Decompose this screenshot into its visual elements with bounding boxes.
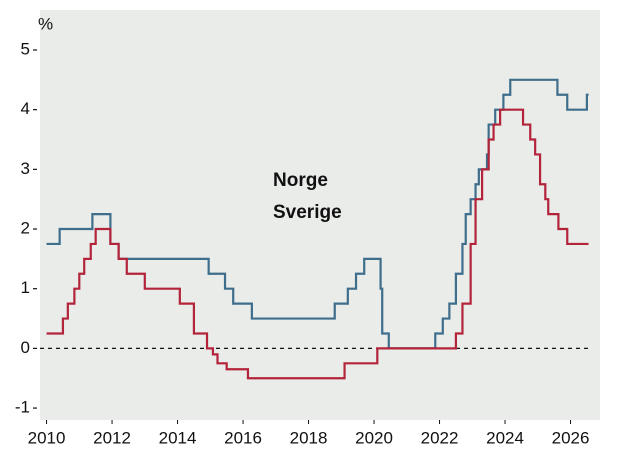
y-tick-label: 5 <box>21 39 30 58</box>
y-tick-label: 3 <box>21 159 30 178</box>
x-tick-label: 2024 <box>486 428 524 447</box>
x-tick-label: 2018 <box>290 428 328 447</box>
legend-entry: Sverige <box>273 202 342 223</box>
legend-entry: Norge <box>273 170 328 191</box>
x-tick-label: 2014 <box>159 428 197 447</box>
x-tick-label: 2012 <box>93 428 131 447</box>
x-tick-label: 2022 <box>421 428 459 447</box>
y-tick-label: 4 <box>21 99 30 118</box>
y-tick-label: -1 <box>15 398 30 417</box>
y-tick-label: 0 <box>21 338 30 357</box>
x-tick-label: 2016 <box>224 428 262 447</box>
y-axis-label: % <box>38 14 53 33</box>
y-tick-label: 1 <box>21 278 30 297</box>
y-tick-label: 2 <box>21 219 30 238</box>
series-line <box>46 78 589 350</box>
plot-area <box>40 10 600 420</box>
x-tick-label: 2010 <box>28 428 66 447</box>
x-tick-label: 2020 <box>355 428 393 447</box>
x-tick-label: 2026 <box>552 428 590 447</box>
series-line <box>46 108 589 380</box>
